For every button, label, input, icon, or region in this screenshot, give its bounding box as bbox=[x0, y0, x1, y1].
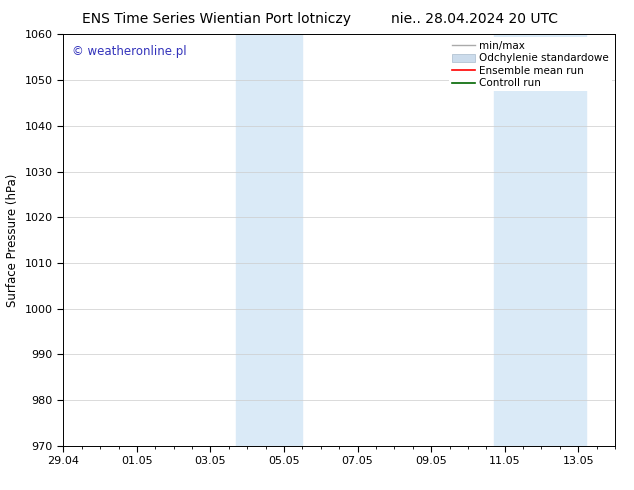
Y-axis label: Surface Pressure (hPa): Surface Pressure (hPa) bbox=[6, 173, 19, 307]
Text: © weatheronline.pl: © weatheronline.pl bbox=[72, 45, 186, 58]
Text: nie.. 28.04.2024 20 UTC: nie.. 28.04.2024 20 UTC bbox=[391, 12, 558, 26]
Bar bbox=[494, 34, 586, 446]
Text: ENS Time Series Wientian Port lotniczy: ENS Time Series Wientian Port lotniczy bbox=[82, 12, 351, 26]
Bar bbox=[236, 34, 302, 446]
Legend: min/max, Odchylenie standardowe, Ensemble mean run, Controll run: min/max, Odchylenie standardowe, Ensembl… bbox=[449, 37, 612, 92]
